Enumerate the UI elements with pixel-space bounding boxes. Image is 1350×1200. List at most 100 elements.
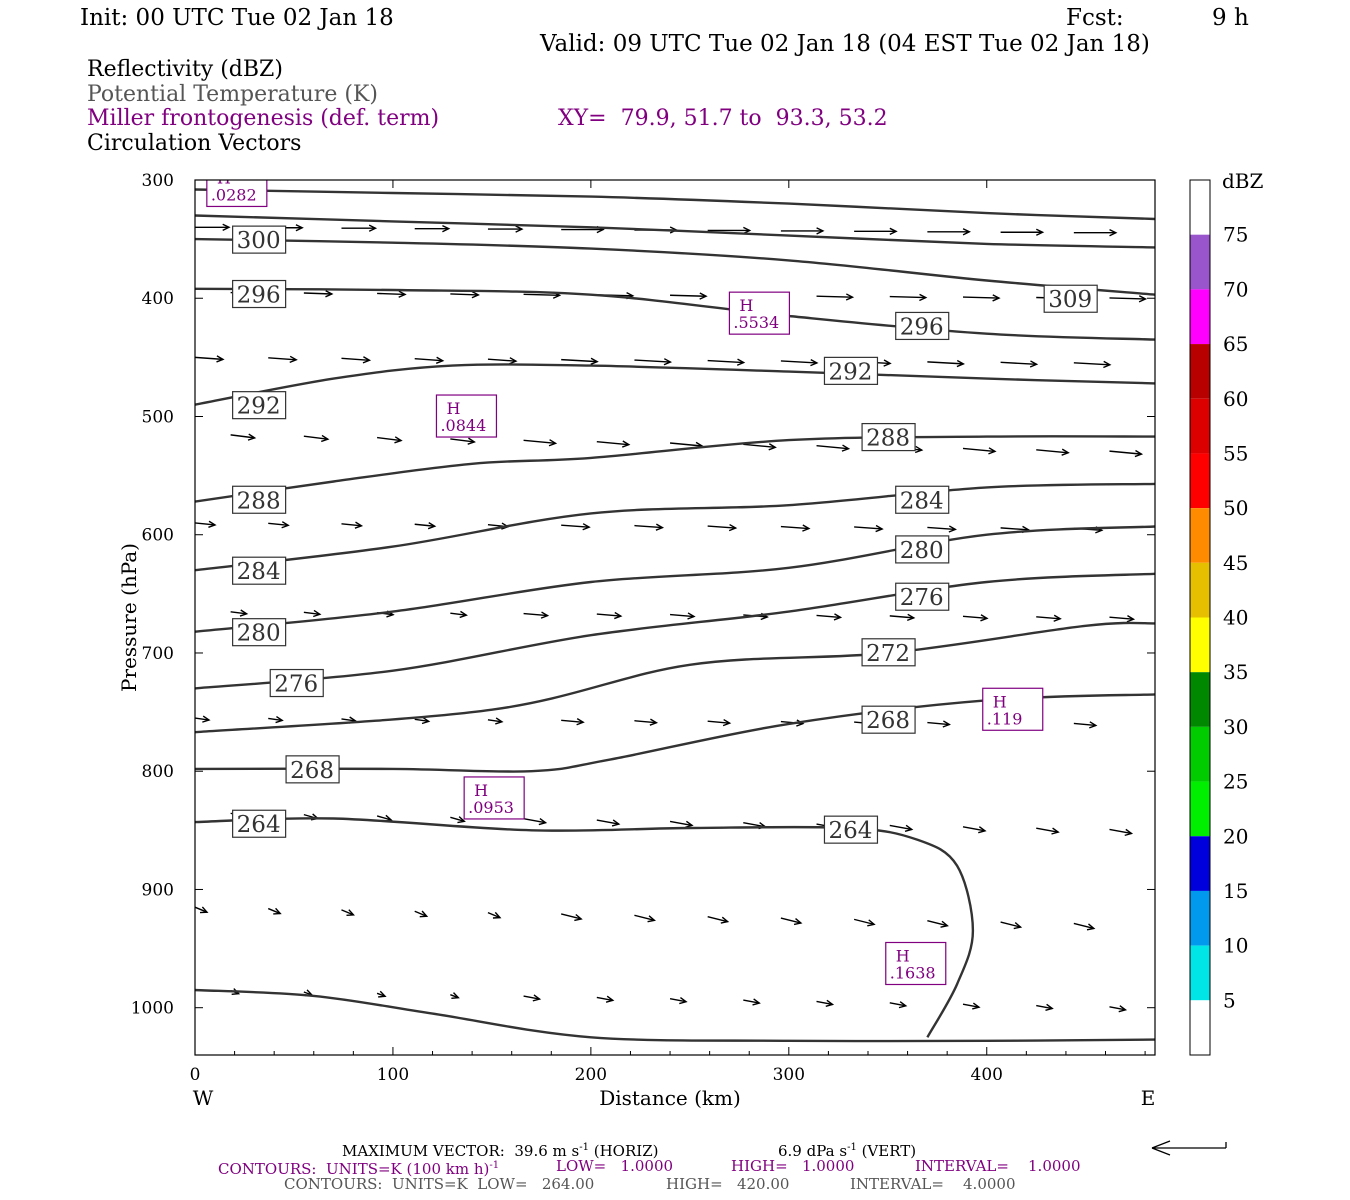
axes: 0 100 200 300 400 300 400 500 600 700 800 900 1000 Di… [117, 171, 1155, 1110]
circulation-vector-head [362, 356, 372, 364]
circulation-vector-head [368, 224, 378, 232]
reference-vector-arrow [1151, 1140, 1227, 1156]
frontogenesis-box [206, 180, 268, 208]
frontogenesis-h: H [446, 399, 460, 418]
circulation-vector-head [398, 290, 407, 298]
theta-label: 284 [900, 488, 944, 514]
circulation-vector-head [321, 434, 330, 443]
init-time: Init: 00 UTC Tue 02 Jan 18 [80, 5, 394, 31]
east-label: E [1141, 1086, 1156, 1110]
frontogenesis-value: .119 [987, 709, 1023, 728]
colorbar-label: 15 [1223, 879, 1248, 903]
circulation-vector-head [471, 291, 480, 299]
theta-contour-304 [195, 188, 1155, 221]
theta-label: 264 [237, 812, 281, 838]
theta-label: 292 [237, 394, 281, 420]
circulation-vector-head [548, 439, 558, 447]
forecast-hour: 9 h [1212, 5, 1249, 31]
frontogenesis-h: H [896, 946, 910, 965]
circulation-vector-head [421, 716, 431, 725]
theta-label: 296 [900, 314, 944, 340]
circulation-vector [523, 817, 546, 824]
circulation-vector [634, 359, 671, 363]
circulation-vector-head [919, 293, 928, 302]
circulation-vector [669, 442, 703, 447]
circulation-vector-head [622, 440, 631, 448]
theta-label-box [232, 279, 287, 309]
circulation-vector [1109, 828, 1132, 835]
circulation-vector [450, 816, 465, 822]
theta-label: 296 [237, 283, 281, 309]
circulation-vector [634, 720, 657, 724]
theta-label-box [895, 535, 950, 564]
circulation-vector [1109, 297, 1146, 300]
colorbar-label: 45 [1223, 551, 1248, 575]
circulation-vector [341, 357, 370, 361]
circulation-vectors [195, 223, 1148, 1013]
legend-frontogenesis: Miller frontogenesis (def. term) [87, 106, 440, 131]
circulation-vector [669, 998, 687, 1003]
circulation-vector [927, 920, 948, 927]
theta-contour-276 [195, 572, 1155, 690]
circulation-vector-head [325, 290, 334, 298]
circulation-vector [853, 918, 875, 926]
theta-label-box [232, 618, 287, 647]
y-tick-label: 800 [142, 762, 174, 782]
theta-contour-260 [195, 988, 1155, 1043]
circulation-vector-head [574, 913, 583, 922]
theta-label-box [232, 485, 287, 514]
circulation-vector [669, 613, 695, 618]
theta-contour-info: CONTOURS: UNITS=K LOW= 264.00 [284, 1175, 595, 1193]
frontogenesis-box [982, 687, 1044, 731]
y-tick-label: 1000 [131, 999, 174, 1019]
theta-label: 284 [237, 559, 281, 585]
theta-label-box [269, 668, 324, 698]
circulation-vector [780, 917, 802, 924]
plot-frame [194, 179, 1156, 1056]
circulation-vector [743, 443, 776, 449]
colorbar-segment [1190, 344, 1210, 399]
circulation-vector-head [295, 224, 304, 232]
frontogenesis-contour-interval: INTERVAL= 1.0000 [915, 1157, 1081, 1175]
circulation-vector [889, 1002, 906, 1007]
circulation-vector [1000, 921, 1021, 928]
circulation-vector [341, 718, 356, 722]
colorbar-unit: dBZ [1222, 169, 1264, 193]
circulation-vector-head [1086, 923, 1096, 931]
circulation-vector-head [354, 521, 364, 529]
circulation-vector [230, 434, 255, 439]
circulation-vector-head [509, 357, 518, 365]
circulation-vector-head [492, 911, 502, 919]
circulation-vector-head [378, 990, 387, 998]
circulation-vector [1036, 827, 1059, 833]
circulation-vector-head [679, 997, 688, 1005]
colorbar-segment [1190, 180, 1210, 235]
circulation-vector-head [743, 226, 752, 235]
circulation-vector [487, 358, 516, 362]
theta-contour-296 [195, 287, 1155, 341]
circulation-vector [377, 436, 402, 442]
circulation-vector-head [988, 447, 997, 455]
circulation-vector [377, 292, 406, 296]
theta-label: 288 [866, 426, 910, 452]
circulation-vector [962, 615, 988, 620]
circulation-vector [1073, 922, 1095, 930]
circulation-vector-head [1051, 827, 1060, 835]
cross-section-xy: XY= 79.9, 51.7 to 93.3, 53.2 [558, 106, 888, 131]
circulation-vector-head [904, 824, 914, 832]
circulation-vector-head [540, 611, 550, 619]
theta-label: 268 [290, 758, 334, 784]
circulation-vector [889, 295, 926, 299]
colorbar-label: 35 [1223, 660, 1248, 684]
y-tick-label: 300 [142, 171, 174, 191]
circulation-vector-head [1109, 229, 1118, 237]
circulation-vector-head [275, 715, 284, 724]
theta-label: 309 [1048, 287, 1092, 313]
circulation-vector-head [346, 909, 355, 916]
circulation-vector-head [948, 525, 957, 533]
colorbar-segment [1190, 508, 1210, 563]
circulation-vector-head [875, 524, 884, 533]
circulation-vector [634, 914, 655, 921]
frontogenesis-h: H [474, 781, 488, 800]
